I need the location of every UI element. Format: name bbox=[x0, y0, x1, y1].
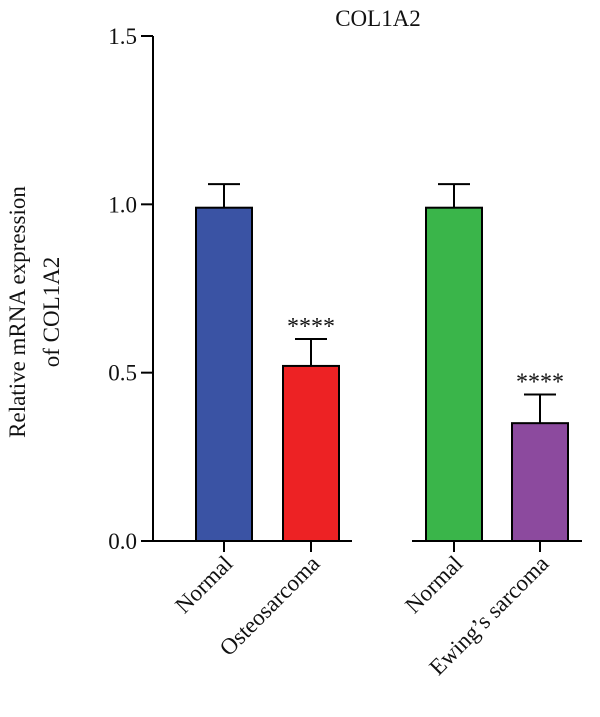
significance-labels: **** **** bbox=[287, 314, 564, 396]
bar bbox=[425, 206, 483, 542]
y-axis: 0.0 0.5 1.0 1.5 bbox=[108, 24, 154, 554]
y-axis-label-line-1: Relative mRNA expression bbox=[5, 186, 30, 438]
bar bbox=[195, 206, 253, 542]
y-tick-label: 1.5 bbox=[108, 24, 137, 49]
chart-title: COL1A2 bbox=[335, 6, 421, 31]
bars bbox=[195, 206, 569, 542]
bar bbox=[511, 422, 569, 542]
x-axis bbox=[153, 540, 582, 552]
y-axis-label: Relative mRNA expression of COL1A2 bbox=[5, 186, 64, 438]
x-tick-label: Normal bbox=[170, 551, 237, 618]
y-tick-label: 1.0 bbox=[108, 192, 137, 217]
x-tick-label: Normal bbox=[400, 551, 467, 618]
y-tick-label: 0.0 bbox=[108, 529, 137, 554]
y-tick-label: 0.5 bbox=[108, 361, 137, 386]
error-bars bbox=[208, 183, 556, 424]
bar bbox=[282, 364, 340, 542]
significance-label: **** bbox=[516, 370, 564, 396]
y-axis-label-line-2: of COL1A2 bbox=[39, 257, 64, 368]
significance-label: **** bbox=[287, 314, 335, 340]
